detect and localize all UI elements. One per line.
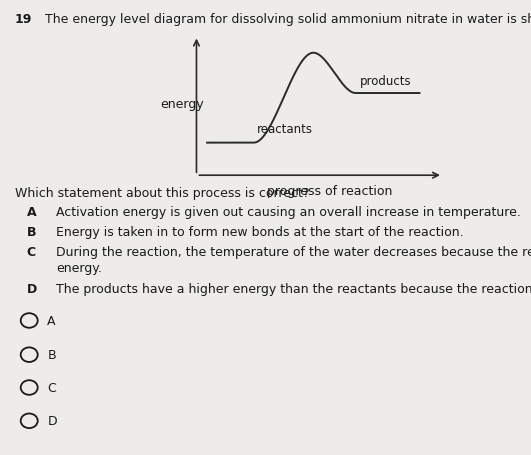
Text: progress of reaction: progress of reaction (267, 184, 392, 197)
Text: Activation energy is given out causing an overall increase in temperature.: Activation energy is given out causing a… (56, 206, 520, 219)
Text: A: A (27, 206, 36, 219)
Text: energy.: energy. (56, 262, 101, 275)
Text: B: B (27, 225, 36, 238)
Text: A: A (47, 314, 56, 327)
Text: products: products (360, 75, 412, 88)
Text: reactants: reactants (257, 122, 313, 136)
Text: During the reaction, the temperature of the water decreases because the reaction: During the reaction, the temperature of … (56, 246, 531, 259)
Text: energy: energy (160, 98, 204, 111)
Text: Which statement about this process is correct?: Which statement about this process is co… (15, 187, 310, 200)
Text: The products have a higher energy than the reactants because the reaction is exo: The products have a higher energy than t… (56, 282, 531, 295)
Text: C: C (47, 381, 56, 394)
Text: C: C (27, 246, 36, 259)
Text: D: D (47, 415, 57, 427)
Text: 19: 19 (15, 13, 32, 26)
Text: B: B (47, 349, 56, 361)
Text: The energy level diagram for dissolving solid ammonium nitrate in water is shown: The energy level diagram for dissolving … (45, 13, 531, 26)
Text: D: D (27, 282, 37, 295)
Text: Energy is taken in to form new bonds at the start of the reaction.: Energy is taken in to form new bonds at … (56, 225, 464, 238)
